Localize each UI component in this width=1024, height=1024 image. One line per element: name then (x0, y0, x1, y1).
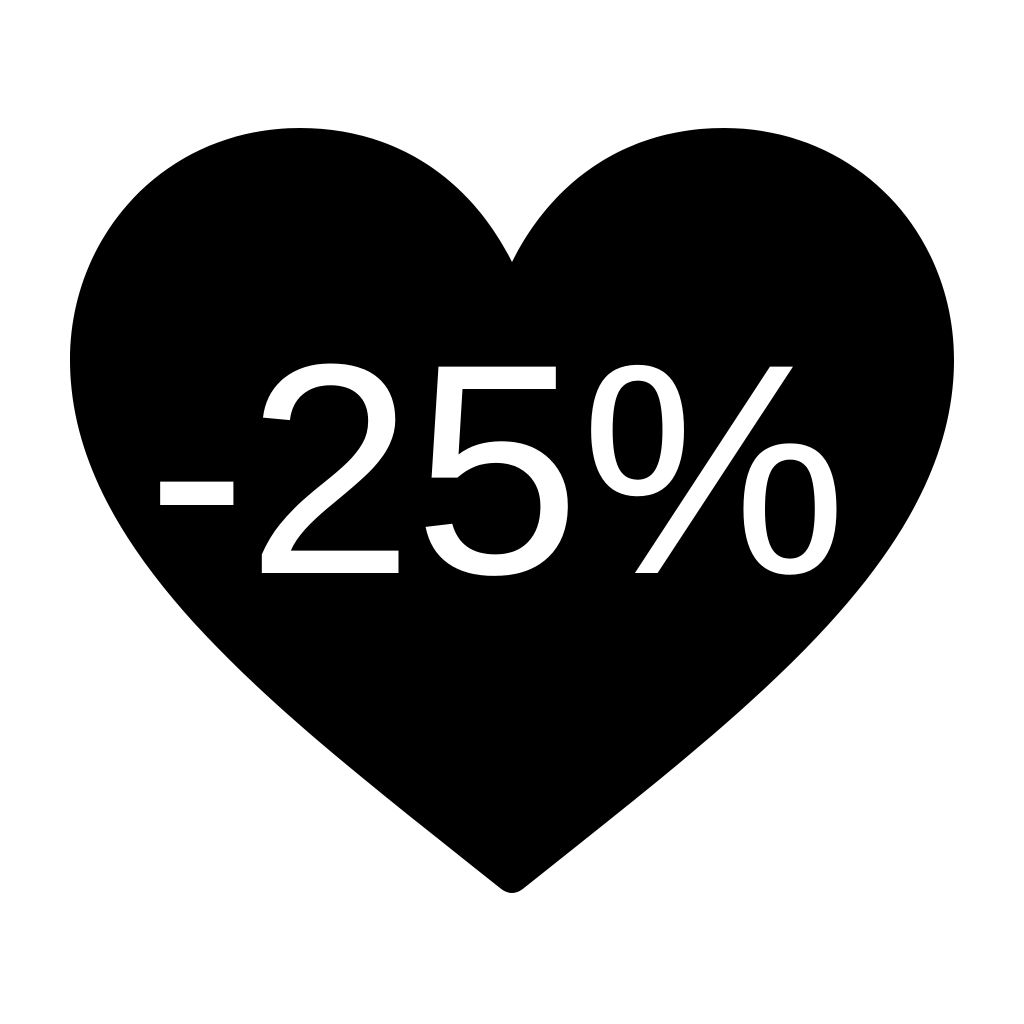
discount-label: -25% (147, 301, 847, 637)
heart-icon (70, 128, 954, 893)
